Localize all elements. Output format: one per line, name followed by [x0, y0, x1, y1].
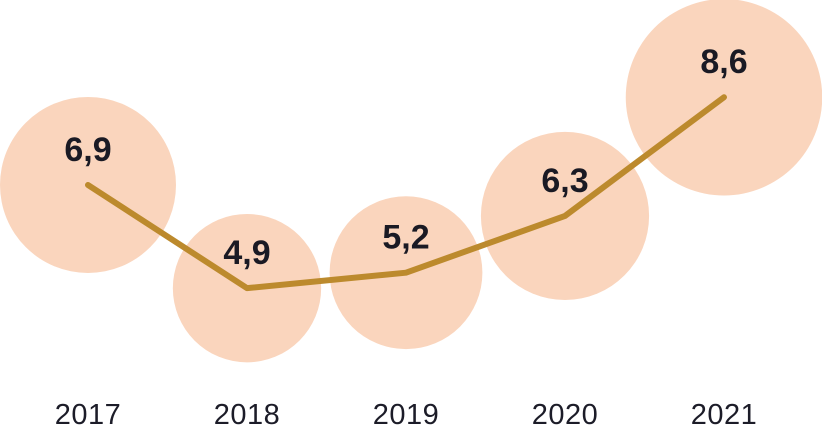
trend-line: [85, 94, 727, 292]
x-tick-2020: 2020: [532, 399, 599, 428]
x-tick-2021: 2021: [691, 399, 758, 428]
value-label-2018: 4,9: [223, 234, 270, 272]
value-label-2021: 8,6: [700, 43, 747, 81]
x-tick-2018: 2018: [214, 399, 281, 428]
value-label-2020: 6,3: [541, 162, 588, 200]
value-label-2017: 6,9: [64, 131, 111, 169]
x-tick-2019: 2019: [373, 399, 440, 428]
x-tick-2017: 2017: [55, 399, 122, 428]
value-label-2019: 5,2: [382, 219, 429, 257]
